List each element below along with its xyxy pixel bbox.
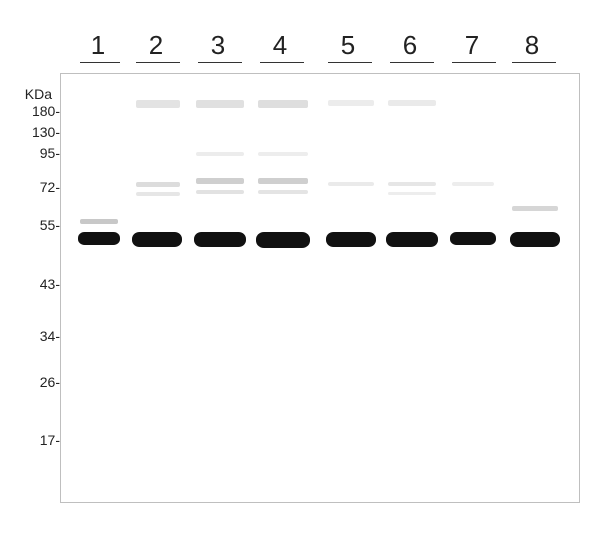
lane-number: 1 <box>91 30 105 61</box>
faint-band <box>136 182 180 187</box>
marker-label: 95- <box>16 145 60 161</box>
blot-figure: KDa 180- 130- 95- 72- 55- 43- 34- 26- 17- 1 2 3 4 5 6 7… <box>0 0 600 543</box>
main-band <box>326 232 376 247</box>
main-band <box>194 232 246 247</box>
faint-band <box>452 182 494 186</box>
faint-band <box>196 190 244 194</box>
lane-number: 8 <box>525 30 539 61</box>
faint-band <box>258 190 308 194</box>
main-band <box>386 232 438 247</box>
faint-band <box>196 152 244 156</box>
lane-number: 5 <box>341 30 355 61</box>
marker-label: 130- <box>16 124 60 140</box>
faint-band <box>258 178 308 184</box>
lane-number: 3 <box>211 30 225 61</box>
lane-number: 6 <box>403 30 417 61</box>
marker-label: 180- <box>16 103 60 119</box>
main-band <box>450 232 496 245</box>
lane-underline <box>260 62 304 63</box>
faint-band <box>512 206 558 211</box>
main-band <box>510 232 560 247</box>
main-band <box>256 232 310 248</box>
faint-band <box>388 192 436 195</box>
marker-label: 72- <box>16 179 60 195</box>
faint-band <box>258 152 308 156</box>
lane-number: 2 <box>149 30 163 61</box>
faint-band <box>196 178 244 184</box>
lane-underline <box>136 62 180 63</box>
marker-label: 55- <box>16 217 60 233</box>
lane-number: 7 <box>465 30 479 61</box>
marker-label: 26- <box>16 374 60 390</box>
lane-underline <box>198 62 242 63</box>
lane-underline <box>452 62 496 63</box>
marker-label: 43- <box>16 276 60 292</box>
faint-band <box>388 100 436 106</box>
lane-underline <box>328 62 372 63</box>
faint-band <box>388 182 436 186</box>
membrane-outline <box>60 73 580 503</box>
lane-underline <box>390 62 434 63</box>
faint-band <box>196 100 244 108</box>
faint-band <box>136 100 180 108</box>
kda-title: KDa <box>16 86 52 102</box>
faint-band <box>258 100 308 108</box>
lane-underline <box>512 62 556 63</box>
main-band <box>132 232 182 247</box>
main-band <box>78 232 120 245</box>
marker-label: 17- <box>16 432 60 448</box>
lane-number: 4 <box>273 30 287 61</box>
faint-band <box>328 182 374 186</box>
faint-band <box>328 100 374 106</box>
faint-band <box>136 192 180 196</box>
marker-label: 34- <box>16 328 60 344</box>
faint-band <box>80 219 118 224</box>
lane-underline <box>80 62 120 63</box>
